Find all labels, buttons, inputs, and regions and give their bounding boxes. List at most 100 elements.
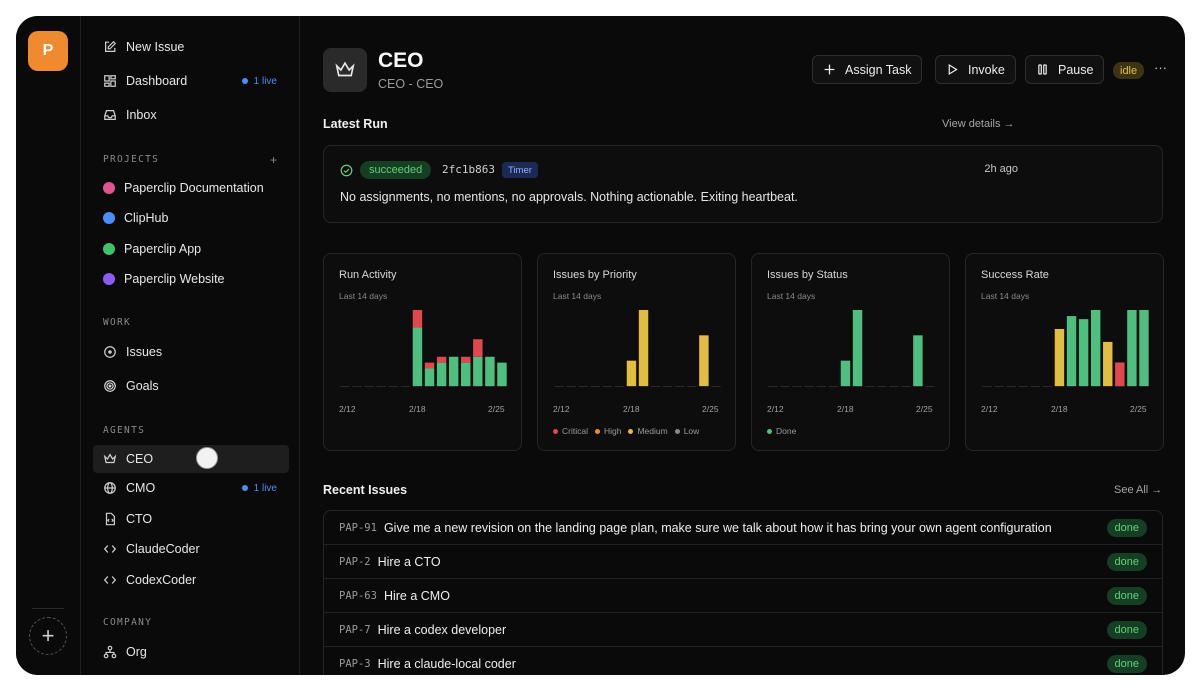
baseline-tick [925, 386, 935, 387]
baseline-tick [901, 386, 911, 387]
baseline-tick [400, 386, 411, 387]
sidebar-item-label: CMO [126, 481, 156, 495]
chart-plot [768, 310, 935, 387]
baseline-tick [497, 386, 507, 387]
recent-issues-heading: Recent Issues [323, 483, 408, 497]
chart-bar [412, 310, 423, 328]
invoke-button[interactable]: Invoke [935, 55, 1016, 84]
inbox-icon [103, 108, 117, 122]
sidebar-item-cmo[interactable]: CMO 1 live [93, 474, 289, 502]
chart-bar [1066, 316, 1077, 386]
baseline-tick [816, 386, 827, 387]
assign-task-button[interactable]: Assign Task [812, 55, 923, 84]
legend-label: Done [776, 426, 797, 436]
sidebar-item-org[interactable]: Org [93, 638, 289, 666]
see-all-link[interactable]: See All → [1114, 484, 1163, 496]
sidebar-item-project[interactable]: ClipHub [93, 204, 289, 232]
legend-item: High [594, 426, 621, 436]
latest-run-card[interactable]: succeeded 2fc1b863 Timer 2h ago No assig… [323, 145, 1163, 223]
chart-bar [1139, 310, 1149, 386]
run-status-badge: succeeded [360, 161, 432, 179]
pause-icon [1038, 64, 1047, 75]
issue-row[interactable]: PAP-2 Hire a CTO done [324, 545, 1162, 579]
issue-row[interactable]: PAP-3 Hire a claude-local coder done [324, 647, 1162, 675]
sidebar-item-label: ClipHub [124, 211, 169, 225]
issue-id: PAP-63 [339, 589, 377, 602]
sidebar-item-label: Paperclip App [124, 242, 202, 256]
sidebar-item-project[interactable]: Paperclip Website [93, 265, 289, 293]
chart-bar [436, 356, 447, 363]
sidebar-item-ceo[interactable]: CEO [93, 445, 289, 473]
page-title: CEO [378, 49, 424, 72]
baseline-tick [1115, 386, 1125, 387]
run-hash: 2fc1b863 [442, 163, 495, 176]
baseline-tick [485, 386, 495, 387]
sidebar-item-project[interactable]: Paperclip App [93, 235, 289, 263]
chart-bar [699, 335, 709, 386]
add-project-button[interactable]: + [269, 153, 277, 167]
sidebar-item-dashboard[interactable]: Dashboard 1 live [93, 67, 289, 95]
baseline-tick [1030, 386, 1041, 387]
more-options-icon[interactable]: ··· [1154, 60, 1167, 75]
recent-issues-list: PAP-91 Give me a new revision on the lan… [323, 510, 1163, 675]
baseline-tick [1127, 386, 1137, 387]
chart-bar [1103, 341, 1113, 386]
code-icon [103, 542, 117, 556]
sidebar-item-codexcoder[interactable]: CodexCoder [93, 566, 289, 594]
chart-card-issues-by-status: Issues by Status Last 14 days 2/12 2/18 … [751, 253, 950, 451]
sidebar-item-label: Issues [126, 345, 163, 359]
sidebar-item-label: CEO [126, 452, 154, 466]
chart-legend: Done [767, 426, 803, 436]
issue-status-badge: done [1106, 519, 1147, 537]
button-label: Pause [1058, 62, 1094, 77]
baseline-tick [376, 386, 386, 387]
chart-bar [473, 356, 483, 386]
chart-bar [626, 360, 637, 386]
chart-legend: Critical High Medium Low [553, 426, 706, 436]
chart-title: Run Activity [339, 269, 397, 281]
company-section-label: COMPANY [103, 617, 153, 628]
chart-bar [461, 362, 471, 386]
company-avatar[interactable]: P [28, 31, 68, 71]
issue-title: Hire a CMO [383, 588, 450, 603]
issue-row[interactable]: PAP-91 Give me a new revision on the lan… [324, 511, 1162, 545]
issue-title: Hire a CTO [377, 554, 441, 569]
project-color-dot [103, 212, 115, 224]
circle-dot-icon [103, 345, 117, 359]
x-tick-label: 2/12 [553, 404, 570, 414]
legend-label: Critical [562, 426, 588, 436]
issue-row[interactable]: PAP-63 Hire a CMO done [324, 579, 1162, 613]
pause-button[interactable]: Pause [1025, 55, 1105, 84]
sidebar-item-goals[interactable]: Goals [93, 372, 289, 400]
view-details-link[interactable]: View details → [942, 118, 1015, 130]
baseline-tick [388, 386, 399, 387]
chart-title: Issues by Priority [553, 269, 637, 281]
issue-row[interactable]: PAP-7 Hire a codex developer done [324, 613, 1162, 647]
chart-bar [461, 356, 471, 363]
sidebar-item-claudecoder[interactable]: ClaudeCoder [93, 535, 289, 563]
chart-bar [1115, 362, 1125, 386]
baseline-tick [913, 386, 923, 387]
chart-bar [436, 362, 447, 386]
baseline-tick [675, 386, 685, 387]
sidebar-item-new-issue[interactable]: New Issue [93, 33, 289, 61]
issue-status-badge: done [1106, 553, 1147, 571]
sidebar-item-issues[interactable]: Issues [93, 338, 289, 366]
issue-id: PAP-7 [339, 623, 371, 636]
issue-title: Give me a new revision on the landing pa… [383, 520, 1052, 535]
baseline-tick [792, 386, 802, 387]
baseline-tick [1042, 386, 1053, 387]
x-tick-label: 2/25 [488, 404, 505, 414]
chart-bar [424, 368, 435, 386]
sidebar-item-cto[interactable]: CTO [93, 505, 289, 533]
sidebar-item-label: CTO [126, 512, 153, 526]
run-message: No assignments, no mentions, no approval… [340, 190, 798, 204]
baseline-tick [364, 386, 374, 387]
sidebar-item-project[interactable]: Paperclip Documentation [93, 174, 289, 202]
add-company-button[interactable]: + [29, 617, 67, 655]
sidebar-item-label: Inbox [126, 108, 157, 122]
issue-id: PAP-91 [339, 521, 377, 534]
sidebar-item-inbox[interactable]: Inbox [93, 101, 289, 129]
baseline-tick [711, 386, 721, 387]
baseline-tick [638, 386, 649, 387]
